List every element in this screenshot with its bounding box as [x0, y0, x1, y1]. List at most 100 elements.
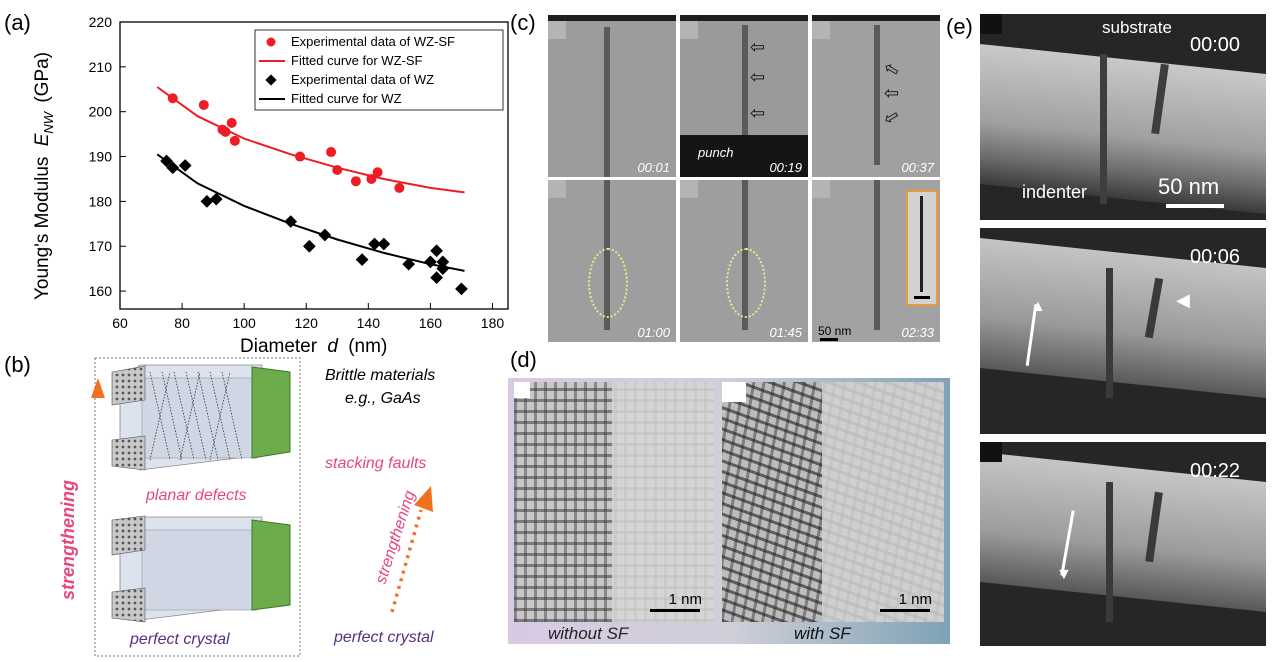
x-tick-label: 100	[232, 315, 256, 331]
plot-frame	[119, 21, 509, 310]
data-point-wzsf	[366, 173, 377, 184]
fitted-curve	[156, 86, 465, 194]
strengthening-arrow-head	[91, 378, 105, 398]
legend-item-4: Fitted curve for WZ	[291, 91, 402, 106]
highlight-ellipse	[588, 248, 628, 318]
x-tick-label: 120	[295, 315, 319, 331]
x-tick-label: 180	[481, 315, 505, 331]
data-point-wzsf	[394, 182, 405, 193]
x-tick-label: 160	[419, 315, 443, 331]
scale-label: 50 nm	[818, 324, 852, 338]
arrow-up-icon: ▲	[1030, 298, 1046, 315]
legend-item-1: Experimental data of WZ-SF	[291, 34, 455, 49]
gaas-label: e.g., GaAs	[345, 390, 421, 407]
y-tick-label: 200	[89, 104, 113, 120]
y-tick-label: 210	[89, 59, 113, 75]
arrow-icon: ⇦	[750, 37, 766, 57]
data-point-wz	[318, 228, 332, 242]
legend-item-3: Experimental data of WZ	[291, 72, 434, 87]
data-point-wz	[166, 161, 180, 175]
data-point-wzsf	[295, 151, 306, 162]
panel-label-e: (e)	[946, 14, 973, 39]
panel-label-a: (a)	[4, 10, 31, 35]
data-point-wz	[455, 282, 468, 296]
data-point-wz	[160, 154, 173, 168]
data-point-wzsf	[220, 126, 231, 137]
data-point-wzsf	[372, 167, 383, 178]
brittle-materials-label: Brittle materials	[325, 367, 435, 384]
panel-label-b: (b)	[4, 352, 31, 377]
y-tick-label: 180	[89, 193, 113, 209]
stacking-faults-label: stacking faults	[325, 455, 426, 472]
arrow-icon: ⇦	[750, 103, 766, 123]
perfect-crystal-label: perfect crystal	[129, 631, 230, 648]
panel-d-frame: 1 nm 1 nm without SF with SF	[508, 378, 950, 644]
scale-bar	[1166, 204, 1224, 208]
tem-frame-1: 00:01	[548, 15, 676, 177]
arrow-down-icon: ▼	[1056, 566, 1072, 583]
dotted-arrow	[390, 509, 423, 613]
tem-frame-6: 50 nm 02:33	[812, 180, 940, 342]
highlight-ellipse	[726, 248, 766, 318]
y-tick-label: 170	[89, 238, 113, 254]
scale-label-left: 1 nm	[668, 591, 702, 608]
tem-frame-4: 01:00	[548, 180, 676, 342]
x-tick-label: 60	[112, 315, 128, 331]
crystal-with-defects	[111, 364, 291, 471]
tem-e-frame-1: substrate 00:00 indenter 50 nm	[980, 14, 1266, 220]
scale-label: 50 nm	[1158, 174, 1220, 199]
dotted-arrow-head	[414, 486, 433, 512]
substrate-label: substrate	[1102, 18, 1172, 37]
x-tick-label: 80	[174, 315, 190, 331]
y-tick-label: 160	[89, 283, 113, 299]
strengthening-label-2: strengthening	[373, 489, 419, 587]
timestamp: 00:06	[1190, 246, 1241, 268]
data-point-wz	[424, 255, 437, 269]
panel-label-d: (d)	[510, 347, 537, 372]
x-axis-label: Diameter d (nm)	[240, 336, 387, 357]
timestamp: 01:00	[637, 325, 670, 340]
arrow-icon: ⇦	[880, 56, 904, 82]
arrow-icon: ⇦	[750, 67, 766, 87]
timestamp: 01:45	[769, 325, 802, 340]
timestamp: 02:33	[901, 325, 934, 340]
timestamp: 00:01	[637, 160, 670, 175]
panel-label-c: (c)	[510, 10, 536, 35]
crystal-perfect	[111, 515, 291, 623]
timestamp: 00:37	[901, 160, 934, 175]
arrow-left-icon: ◀	[1176, 290, 1190, 310]
with-sf-label: with SF	[794, 624, 851, 643]
legend-marker-wzsf	[266, 37, 276, 47]
scale-bar-left	[650, 609, 700, 612]
data-point-wzsf	[350, 176, 361, 187]
perfect-crystal-label-2: perfect crystal	[333, 629, 434, 646]
data-point-wz	[200, 195, 214, 208]
inset-image	[906, 190, 938, 306]
timestamp: 00:22	[1190, 460, 1241, 482]
data-point-wz	[355, 253, 369, 267]
scale-label-right: 1 nm	[898, 591, 932, 608]
data-point-wz	[368, 237, 381, 251]
data-point-wzsf	[226, 117, 237, 128]
without-sf-label: without SF	[548, 624, 629, 643]
data-point-wzsf	[326, 147, 337, 158]
legend-item-2: Fitted curve for WZ-SF	[291, 53, 423, 68]
data-point-wz	[302, 239, 316, 253]
arrow-icon: ⇦	[884, 83, 900, 103]
chart-youngs-modulus: 60 80 100 120 140 160 180 160 170 180 190 200 210 220…	[32, 14, 509, 357]
data-point-wz	[178, 159, 192, 172]
data-point-wz	[436, 255, 450, 269]
arrow-icon: ⇦	[879, 104, 903, 130]
data-point-wz	[436, 262, 450, 276]
data-point-wz	[284, 215, 298, 228]
tem-frame-5: 01:45	[680, 180, 808, 342]
x-tick-label: 140	[357, 315, 381, 331]
scale-bar-right	[880, 609, 930, 612]
punch-label: punch	[698, 145, 734, 160]
data-point-wz	[209, 192, 223, 206]
data-point-wz	[430, 271, 443, 284]
data-point-wzsf	[198, 99, 209, 110]
scale-bar	[820, 338, 838, 341]
timestamp: 00:19	[769, 160, 802, 175]
data-point-wzsf	[332, 164, 343, 175]
